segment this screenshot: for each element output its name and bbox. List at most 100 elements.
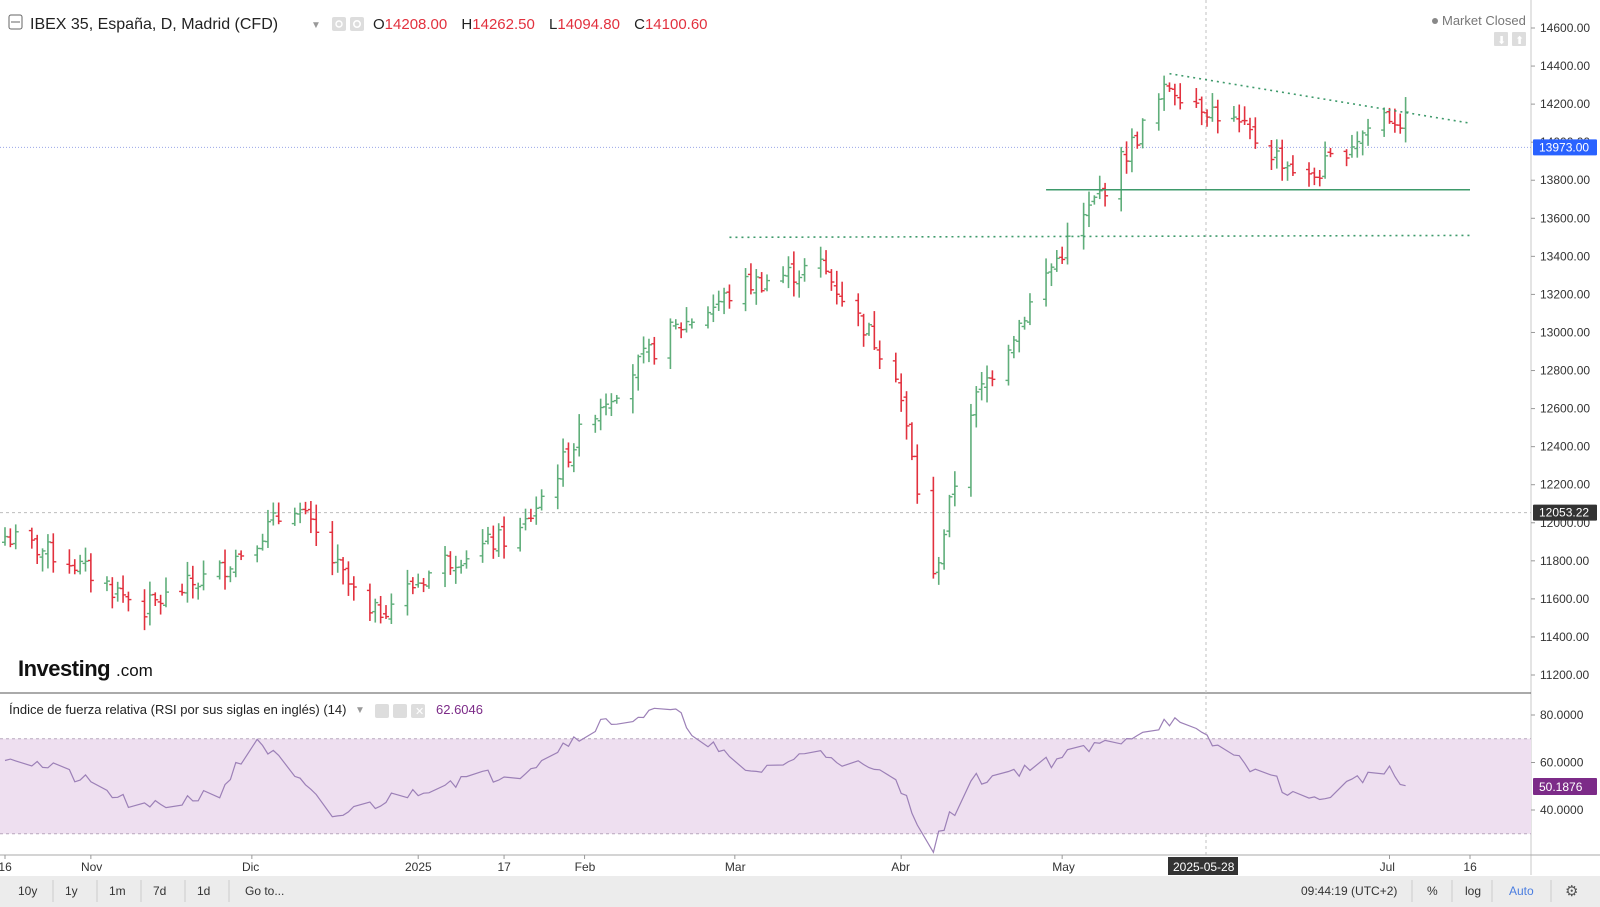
time-highlight-label: 2025-05-28 (1168, 857, 1238, 875)
chevron-down-icon[interactable]: ▼ (311, 20, 321, 31)
ohlc-bar (1193, 88, 1200, 108)
range-button-7d[interactable]: 7d (153, 884, 166, 898)
ohlc-bar (817, 246, 824, 278)
ohlc-bar (71, 559, 78, 575)
ohlc-bar (1359, 130, 1366, 156)
collapse-icon[interactable] (8, 14, 23, 30)
market-status-dot (1432, 18, 1438, 24)
clock-readout: 09:44:19 (UTC+2) (1301, 884, 1397, 898)
ohlc-bar (82, 547, 89, 572)
ohlc-bar (1166, 82, 1173, 92)
ohlc-bar (704, 306, 711, 329)
price-tick-label: 11200.00 (1540, 668, 1589, 682)
svg-text:O14208.00 H14262.50: O14208.00 H14262.50 L14094.80 C14100.60 (373, 16, 708, 33)
ohlc-bar (1343, 149, 1350, 167)
ohlc-bar (533, 496, 540, 525)
ohlc-bar (409, 577, 416, 595)
ohlc-bar (39, 548, 46, 572)
ohlc-bar (383, 605, 390, 619)
high-value: 14262.50 (472, 16, 535, 33)
range-button-1y[interactable]: 1y (65, 884, 78, 898)
market-status: Market Closed (1442, 13, 1526, 28)
low-value: 14094.80 (557, 16, 620, 33)
ohlc-bar (1322, 141, 1329, 179)
ohlc-bar (120, 575, 127, 603)
ohlc-bar (790, 251, 797, 297)
goto-button[interactable]: Go to... (245, 884, 284, 898)
range-buttons: 10y 1y 1m 7d 1d Go to... (18, 880, 284, 902)
ohlc-bar (1005, 344, 1012, 386)
range-button-1m[interactable]: 1m (109, 884, 126, 898)
ohlc-bar (195, 582, 202, 600)
ohlc-bar (1289, 155, 1296, 176)
gear-icon[interactable] (350, 17, 364, 31)
auto-scale-button[interactable]: Auto (1509, 884, 1534, 898)
range-button-10y[interactable]: 10y (18, 884, 37, 898)
ohlc-bar (1021, 316, 1028, 330)
ohlc-bar (447, 551, 454, 575)
ohlc-bar (973, 386, 980, 428)
ohlc-bar (892, 352, 899, 383)
ohlc-bar (232, 549, 239, 578)
ohlc-bar (635, 354, 642, 391)
bottom-toolbar (0, 876, 1600, 907)
arrow-down-icon[interactable] (1494, 32, 1508, 46)
svg-text:⬇: ⬇ (1497, 35, 1506, 47)
ohlc-bar (141, 589, 148, 631)
ohlc-bar (1273, 139, 1280, 169)
rsi-title: Índice de fuerza relativa (RSI por sus s… (9, 702, 346, 717)
log-scale-button[interactable]: log (1465, 884, 1481, 898)
time-tick-label: May (1052, 860, 1075, 874)
ohlc-bar (1246, 117, 1253, 140)
ohlc-bar (420, 577, 427, 593)
time-tick-label: Nov (81, 860, 102, 874)
percent-scale-button[interactable]: % (1427, 884, 1438, 898)
range-button-1d[interactable]: 1d (197, 884, 210, 898)
svg-text:13973.00: 13973.00 (1539, 140, 1589, 154)
time-tick-label: Dic (242, 860, 259, 874)
open-value: 14208.00 (385, 16, 448, 33)
ohlc-bar (764, 274, 771, 292)
eye-icon[interactable] (332, 17, 346, 31)
rsi-chevron-down-icon[interactable]: ▼ (355, 705, 365, 716)
ohlc-bar (603, 393, 610, 416)
ohlc-bar (876, 340, 883, 370)
rsi-gear-icon[interactable] (393, 704, 407, 718)
ohlc-bar (50, 533, 57, 573)
ohlc-bar (613, 394, 620, 404)
ohlc-bar (388, 593, 395, 625)
ohlc-bar (404, 569, 411, 616)
rsi-eye-icon[interactable] (375, 704, 389, 718)
ohlc-bar (189, 565, 196, 599)
time-tick-label: Abr (891, 860, 910, 874)
settings-gear-icon[interactable]: ⚙ (1565, 883, 1578, 900)
ohlc-bar (898, 373, 905, 412)
time-tick-label: 16 (1463, 860, 1477, 874)
ohlc-bar (629, 364, 636, 414)
rsi-axis: 80.0000 60.0000 40.0000 (1531, 708, 1584, 817)
rsi-close-icon[interactable] (411, 704, 425, 718)
ohlc-bar (941, 529, 948, 570)
ohlc-bar (1043, 258, 1050, 307)
time-axis: 16 Nov Dic 2025 17 Feb Mar Abr May Jul 16 (0, 855, 1477, 874)
svg-text:⬆: ⬆ (1515, 35, 1524, 47)
svg-text:2025-05-28: 2025-05-28 (1173, 860, 1235, 874)
time-tick-label: 2025 (405, 860, 432, 874)
ohlc-bar (1306, 162, 1313, 187)
ohlc-bar (28, 527, 35, 549)
ohlc-bar (688, 318, 695, 329)
ohlc-bar (366, 583, 373, 621)
ohlc-bar (34, 534, 41, 565)
ohlc-bar (839, 281, 846, 307)
ohlc-bar (458, 559, 465, 574)
trendline[interactable] (1169, 72, 1471, 124)
ohlc-bar (1139, 118, 1146, 149)
ohlc-bar (683, 307, 690, 333)
ohlc-bar (871, 311, 878, 350)
ohlc-bar (570, 443, 577, 473)
ohlc-bar (946, 494, 953, 538)
ohlc-bar (302, 501, 309, 515)
arrow-up-icon[interactable] (1512, 32, 1526, 46)
ohlc-bar (350, 576, 357, 601)
